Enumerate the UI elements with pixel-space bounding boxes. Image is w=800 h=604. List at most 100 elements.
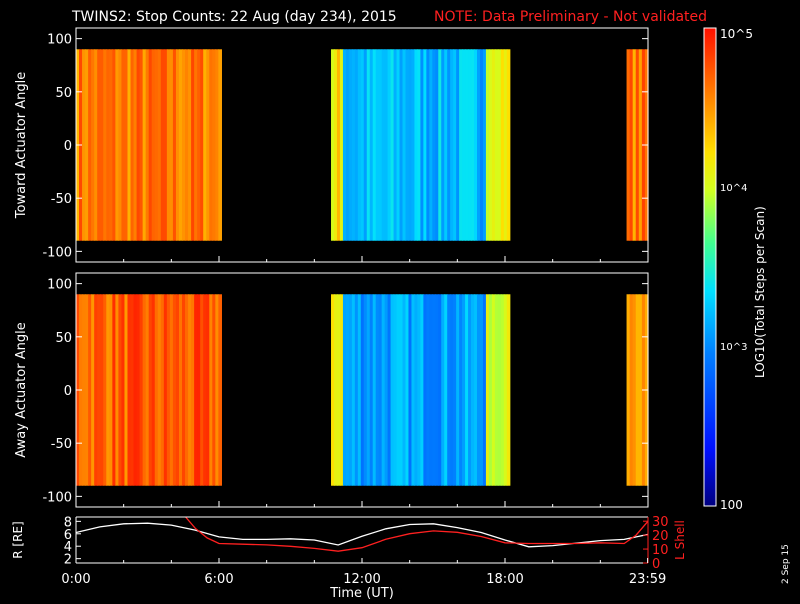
toward-heatmap-column [133, 49, 138, 241]
toward-heatmap-column [369, 49, 374, 241]
away-heatmap-column [506, 294, 511, 486]
away-heatmap-column [387, 294, 392, 486]
away-heatmap-column [339, 294, 344, 486]
toward-heatmap-column [88, 49, 92, 241]
away-heatmap-column [363, 294, 368, 486]
toward-heatmap-column [103, 49, 107, 241]
away-heatmap-column [97, 294, 101, 486]
away-heatmap-column [136, 294, 141, 486]
toward-heatmap-column [118, 49, 123, 241]
toward-heatmap-column [142, 49, 147, 241]
away-ytick-label: -50 [51, 437, 72, 452]
toward-heatmap-column [85, 49, 89, 241]
colorbar-tick-1e4: 10^4 [720, 183, 747, 194]
toward-heatmap-column [175, 49, 180, 241]
colorbar-label: LOG10(Total Steps per Scan) [753, 206, 767, 378]
toward-heatmap-column [191, 49, 195, 241]
away-heatmap-column [331, 294, 335, 486]
colorbar-tick-100: 100 [720, 498, 743, 512]
colorbar: 10^5 10^4 10^3 100 LOG10(Total Steps per… [703, 27, 767, 512]
away-heatmap-column [218, 294, 222, 486]
toward-heatmap-column [342, 49, 347, 241]
away-heatmap-column [203, 294, 207, 486]
toward-heatmap-column [402, 49, 407, 241]
away-heatmap-column [417, 294, 421, 486]
lshell-ytick-label: 10 [652, 543, 669, 558]
away-ylabel: Away Actuator Angle [14, 322, 29, 457]
toward-heatmap-column [91, 49, 95, 241]
toward-heatmap-column [417, 49, 421, 241]
time-xtick-label: 0:00 [61, 572, 90, 587]
colorbar-tick-1e3: 10^3 [720, 342, 747, 353]
toward-heatmap-column [438, 49, 442, 241]
toward-heatmap-column [139, 49, 144, 241]
toward-heatmap-column [82, 49, 86, 241]
away-heatmap-column [432, 294, 436, 486]
away-heatmap-column [482, 294, 487, 486]
toward-heatmap-column [497, 49, 502, 241]
toward-heatmap-column [160, 49, 165, 241]
toward-heatmap-column [331, 49, 335, 241]
away-heatmap-column [121, 294, 126, 486]
toward-heatmap-column [384, 49, 389, 241]
toward-heatmap-column [635, 49, 640, 241]
away-ytick-label: -100 [42, 490, 72, 505]
toward-heatmap-column [200, 49, 204, 241]
toward-heatmap-column [163, 49, 168, 241]
away-heatmap-column [191, 294, 195, 486]
away-heatmap-column [494, 294, 499, 486]
toward-heatmap-column [336, 49, 341, 241]
away-heatmap-column [333, 294, 338, 486]
toward-heatmap-column [188, 49, 192, 241]
toward-heatmap-column [354, 49, 359, 241]
away-heatmap-column [91, 294, 95, 486]
time-xtick-label: 18:00 [486, 572, 523, 587]
toward-heatmap-column [432, 49, 436, 241]
toward-heatmap-column [450, 49, 454, 241]
away-heatmap-column [474, 294, 478, 486]
toward-heatmap-column [482, 49, 487, 241]
toward-heatmap-column [632, 49, 637, 241]
r-ytick-label: 8 [64, 515, 72, 530]
toward-heatmap-column [476, 49, 481, 241]
toward-heatmap-column [366, 49, 371, 241]
away-heatmap-column [450, 294, 454, 486]
toward-ytick-label: 100 [47, 33, 72, 48]
away-heatmap-column [142, 294, 147, 486]
colorbar-tick-1e5: 10^5 [720, 27, 753, 41]
r-ytick-label: 4 [64, 540, 72, 555]
away-heatmap-column [357, 294, 362, 486]
toward-heatmap-column [172, 49, 177, 241]
away-heatmap-column [188, 294, 192, 486]
away-heatmap-column [182, 294, 186, 486]
toward-heatmap-column [124, 49, 129, 241]
away-heatmap-column [148, 294, 153, 486]
away-angle-heatmap: 100 50 0 -50 -100 Away Actuator Angle [14, 272, 649, 508]
toward-heatmap-column [396, 49, 401, 241]
toward-heatmap-column [206, 49, 210, 241]
toward-heatmap-column [339, 49, 344, 241]
away-heatmap-column [381, 294, 386, 486]
away-heatmap-column [206, 294, 210, 486]
time-axis-label: Time (UT) [329, 586, 394, 600]
away-heatmap-column [444, 294, 448, 486]
away-heatmap-column [485, 294, 490, 486]
toward-heatmap-column [506, 49, 511, 241]
away-heatmap-column [197, 294, 201, 486]
toward-heatmap-column [503, 49, 508, 241]
away-heatmap-column [497, 294, 502, 486]
away-heatmap-column [166, 294, 171, 486]
toward-heatmap-column [154, 49, 159, 241]
toward-heatmap-column [136, 49, 141, 241]
toward-heatmap-column [112, 49, 116, 241]
toward-heatmap-column [393, 49, 398, 241]
away-heatmap-column [85, 294, 89, 486]
toward-heatmap-column [429, 49, 433, 241]
toward-ytick-label: 0 [64, 139, 72, 154]
toward-heatmap-column [381, 49, 386, 241]
toward-heatmap-column [121, 49, 126, 241]
away-heatmap-column [112, 294, 116, 486]
toward-heatmap-column [148, 49, 153, 241]
toward-heatmap-column [333, 49, 338, 241]
toward-heatmap-column [218, 49, 222, 241]
